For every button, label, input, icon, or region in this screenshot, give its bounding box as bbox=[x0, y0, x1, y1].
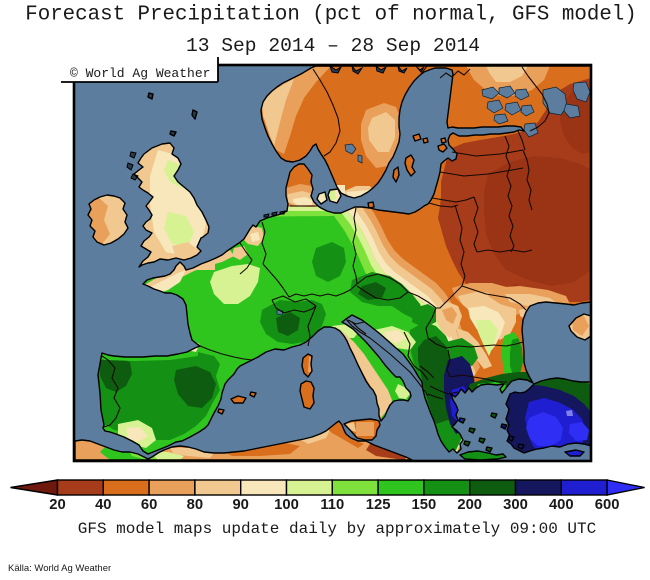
svg-text:Källa: World Ag Weather: Källa: World Ag Weather bbox=[8, 563, 111, 574]
svg-text:90: 90 bbox=[232, 497, 248, 513]
svg-text:150: 150 bbox=[412, 497, 437, 513]
svg-text:60: 60 bbox=[141, 497, 157, 513]
svg-text:Forecast Precipitation (pct of: Forecast Precipitation (pct of normal, G… bbox=[25, 4, 637, 27]
svg-text:40: 40 bbox=[95, 497, 111, 513]
svg-text:110: 110 bbox=[320, 497, 344, 513]
svg-text:300: 300 bbox=[503, 497, 528, 513]
svg-text:20: 20 bbox=[49, 497, 65, 513]
svg-text:100: 100 bbox=[274, 497, 299, 513]
svg-text:200: 200 bbox=[457, 497, 482, 513]
svg-text:125: 125 bbox=[366, 497, 391, 513]
svg-text:600: 600 bbox=[595, 497, 620, 513]
svg-text:GFS model maps update daily by: GFS model maps update daily by approxima… bbox=[78, 520, 596, 538]
svg-text:400: 400 bbox=[549, 497, 574, 513]
svg-text:13 Sep 2014 – 28 Sep 2014: 13 Sep 2014 – 28 Sep 2014 bbox=[186, 35, 480, 57]
svg-text:80: 80 bbox=[187, 497, 203, 513]
svg-text:© World Ag Weather: © World Ag Weather bbox=[70, 66, 210, 81]
